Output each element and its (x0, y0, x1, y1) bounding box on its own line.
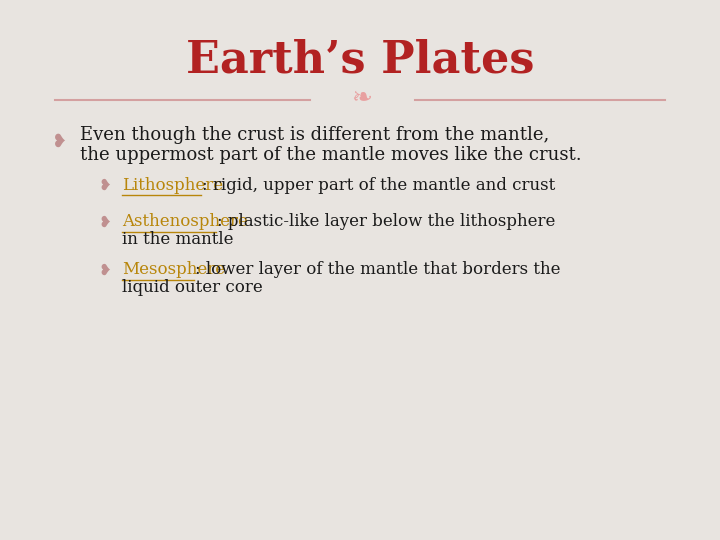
Text: Asthenosphere: Asthenosphere (122, 213, 248, 231)
Text: ❧: ❧ (351, 86, 372, 110)
Text: ❥: ❥ (98, 214, 111, 230)
Text: : lower layer of the mantle that borders the: : lower layer of the mantle that borders… (195, 261, 560, 279)
Text: liquid outer core: liquid outer core (122, 280, 263, 296)
Text: Earth’s Plates: Earth’s Plates (186, 38, 534, 82)
Text: the uppermost part of the mantle moves like the crust.: the uppermost part of the mantle moves l… (80, 146, 582, 164)
Text: in the mantle: in the mantle (122, 232, 233, 248)
Text: Lithosphere: Lithosphere (122, 177, 223, 193)
Text: Even though the crust is different from the mantle,: Even though the crust is different from … (80, 126, 549, 144)
Text: : rigid, upper part of the mantle and crust: : rigid, upper part of the mantle and cr… (202, 177, 555, 193)
Text: ❥: ❥ (98, 178, 111, 192)
Text: : plastic-like layer below the lithosphere: : plastic-like layer below the lithosphe… (217, 213, 555, 231)
Text: ❥: ❥ (52, 133, 67, 151)
Text: ❥: ❥ (98, 262, 111, 278)
Text: Mesosphere: Mesosphere (122, 261, 225, 279)
